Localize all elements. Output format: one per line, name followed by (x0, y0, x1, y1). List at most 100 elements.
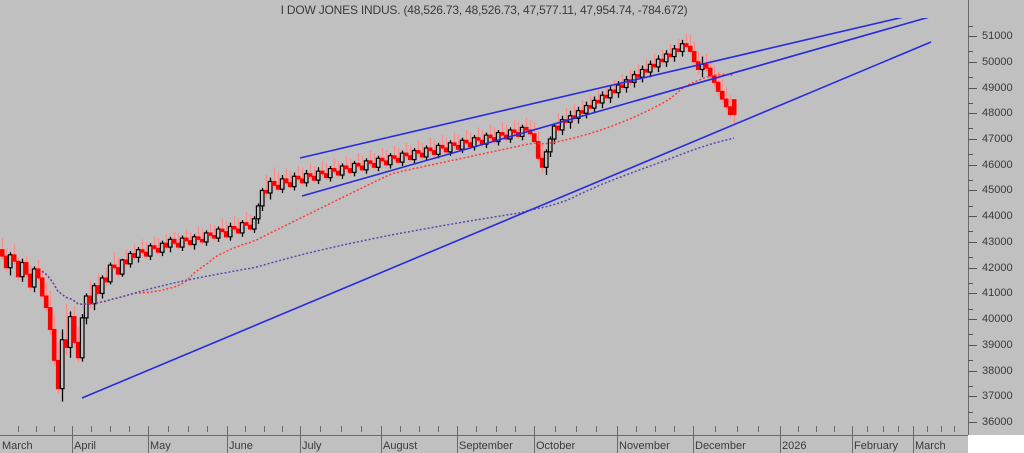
y-axis-tick (968, 319, 977, 321)
x-axis-minor-tick (655, 426, 656, 432)
x-axis-minor-tick (954, 426, 955, 432)
x-axis-minor-tick (737, 426, 738, 432)
trendline-channel-lower-extension (301, 18, 929, 197)
x-axis-minor-tick (18, 426, 19, 432)
y-axis-minor-tick (968, 205, 973, 207)
x-axis-month-label: June (229, 440, 253, 452)
x-axis-minor-tick (758, 426, 759, 432)
axis-corner (968, 435, 1024, 453)
x-axis-minor-tick (798, 426, 799, 432)
y-axis-label: 46000 (982, 158, 1013, 171)
y-axis: 51000 50000 49000 48000 47000 46000 45000 44000… (968, 0, 1024, 435)
x-axis-month-separator (617, 426, 618, 453)
x-axis-month-separator (72, 426, 73, 453)
y-axis-label: 49000 (982, 81, 1013, 94)
y-axis-minor-tick (968, 360, 973, 362)
y-axis-minor-tick (968, 77, 973, 78)
y-axis-label: 45000 (982, 184, 1013, 197)
x-axis-minor-tick (636, 426, 637, 432)
x-axis-month-label: February (854, 440, 899, 452)
y-axis-tick (968, 190, 977, 192)
x-axis-minor-tick (596, 426, 597, 432)
y-axis-tick (968, 241, 977, 243)
x-axis-minor-tick (54, 426, 55, 432)
y-axis-spine (968, 0, 969, 435)
y-axis-tick (968, 113, 977, 115)
y-axis-tick (968, 396, 977, 398)
trendline-support (81, 41, 932, 399)
x-axis-minor-tick (419, 426, 420, 432)
y-axis-tick (968, 36, 977, 38)
chart-title: I DOW JONES INDUS. (48,526.73, 48,526.73… (280, 3, 688, 17)
y-axis-tick (968, 293, 977, 295)
x-axis-minor-tick (476, 426, 477, 432)
x-axis-month-separator (780, 426, 781, 453)
x-axis-month-separator (300, 426, 301, 453)
y-axis-tick (968, 61, 977, 63)
y-axis-label: 50000 (982, 55, 1013, 68)
y-axis-minor-tick (968, 411, 973, 413)
x-axis-month-label: October (536, 440, 576, 452)
x-axis-minor-tick (438, 426, 439, 432)
y-axis-label: 38000 (982, 364, 1013, 377)
y-axis-label: 51000 (982, 30, 1013, 43)
y-axis-label: 37000 (982, 390, 1013, 403)
candlestick-series (0, 33, 737, 402)
x-axis-month-separator (913, 426, 914, 453)
x-axis-minor-tick (883, 426, 884, 432)
x-axis-minor-tick (555, 426, 556, 432)
y-axis-label: 48000 (982, 107, 1013, 120)
trendline-channel-upper (299, 18, 904, 159)
x-axis-month-separator (693, 426, 694, 453)
x-axis-month-label: 2026 (782, 440, 807, 452)
x-axis-minor-tick (91, 426, 92, 432)
x-axis-month-label: July (302, 440, 322, 452)
x-axis: March April May June July August September Octo… (0, 426, 968, 453)
x-axis-month-separator (227, 426, 228, 453)
y-axis-minor-tick (968, 128, 973, 130)
y-axis-minor-tick (968, 51, 973, 53)
y-axis-minor-tick (968, 231, 973, 233)
price-chart-svg (0, 18, 932, 402)
y-axis-tick (968, 422, 977, 424)
x-axis-minor-tick (515, 426, 516, 432)
y-axis-tick (968, 267, 977, 269)
x-axis-month-label: May (150, 440, 171, 452)
x-axis-minor-tick (941, 426, 942, 432)
y-axis-minor-tick (968, 257, 973, 259)
y-axis-minor-tick (968, 308, 973, 310)
x-axis-minor-tick (168, 426, 169, 432)
x-axis-month-label: April (74, 440, 97, 452)
x-axis-minor-tick (282, 426, 283, 432)
x-axis-minor-tick (320, 426, 321, 432)
y-axis-tick (968, 216, 977, 218)
y-axis-tick (968, 344, 977, 346)
x-axis-month-label: March (915, 440, 946, 452)
x-axis-minor-tick (400, 426, 401, 432)
x-axis-month-separator (457, 426, 458, 453)
x-axis-minor-tick (245, 426, 246, 432)
x-axis-minor-tick (816, 426, 817, 432)
y-axis-minor-tick (968, 25, 973, 27)
x-axis-month-separator (852, 426, 853, 453)
y-axis-label: 43000 (982, 235, 1013, 248)
y-axis-minor-tick (968, 102, 973, 104)
y-axis-minor-tick (968, 334, 973, 336)
x-axis-minor-tick (898, 426, 899, 432)
y-axis-label: 42000 (982, 261, 1013, 274)
y-axis-label: 44000 (982, 210, 1013, 223)
y-axis-minor-tick (968, 385, 973, 387)
price-plot-area[interactable] (0, 18, 968, 435)
x-axis-minor-tick (576, 426, 577, 432)
y-axis-label: 39000 (982, 338, 1013, 351)
x-axis-minor-tick (715, 426, 716, 432)
y-axis-label: 36000 (982, 416, 1013, 429)
y-axis-minor-tick (968, 282, 973, 284)
x-axis-minor-tick (110, 426, 111, 432)
x-axis-minor-tick (834, 426, 835, 432)
y-axis-label: 47000 (982, 132, 1013, 145)
x-axis-minor-tick (36, 426, 37, 432)
x-axis-minor-tick (188, 426, 189, 432)
y-axis-minor-tick (968, 179, 973, 181)
